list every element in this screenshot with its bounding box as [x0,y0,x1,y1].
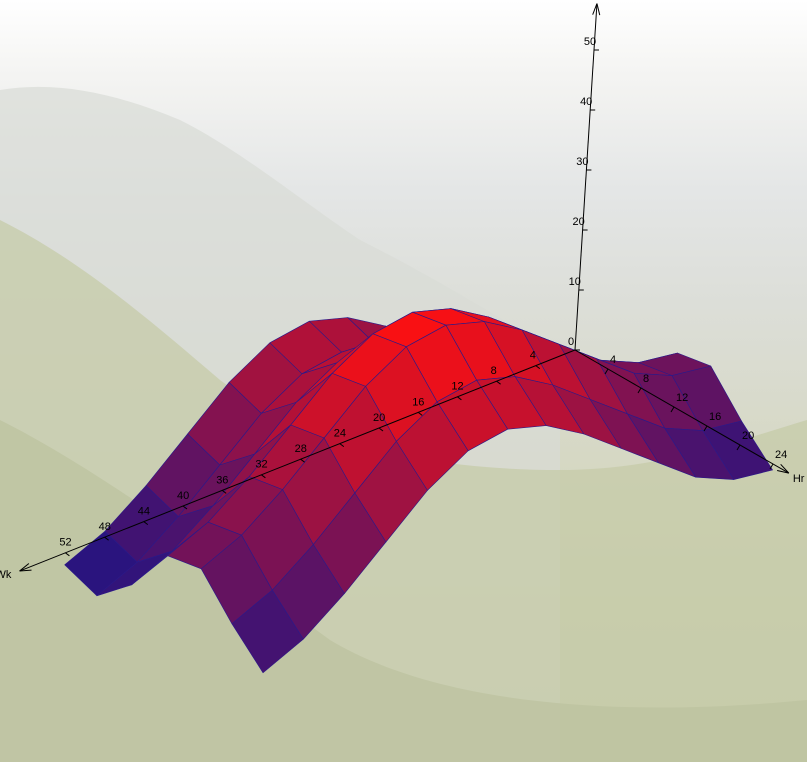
y-axis-label: Wk [0,569,12,581]
y-tick [378,427,384,432]
x-tick-label: 12 [676,392,688,404]
x-tick-label: 4 [610,354,616,366]
y-tick-label: 48 [99,521,111,533]
y-tick-label: 40 [177,490,189,502]
y-tick [339,443,345,448]
y-tick [496,380,501,385]
y-tick [104,536,109,541]
y-axis-head [19,563,30,572]
y-tick-label: 52 [59,537,71,549]
z-tick-label: 20 [572,216,584,228]
x-tick [670,406,675,413]
x-tick [769,463,774,470]
y-tick-label: 32 [255,459,267,471]
y-tick [417,411,423,416]
y-tick [221,489,227,494]
surface-cell [231,589,304,674]
y-tick [457,396,462,401]
y-tick-label: 20 [373,412,385,424]
x-axis [574,349,790,474]
y-axis [19,349,576,572]
y-tick [182,505,188,510]
z-axis-head [596,3,601,16]
x-axis-head [780,463,790,474]
z-tick-label: 10 [569,276,581,288]
x-tick-label: 8 [643,373,649,385]
z-tick-label: 0 [568,336,574,348]
y-tick-label: 28 [295,443,307,455]
y-tick-label: 16 [412,396,424,408]
y-tick [535,365,541,370]
y-axis-head [19,569,32,572]
y-tick [143,521,149,525]
y-tick-label: 8 [491,365,497,377]
y-tick [261,474,266,479]
x-tick-label: 16 [709,411,721,423]
z-tick-label: 40 [580,96,592,108]
y-tick-label: 36 [216,474,228,486]
z-tick-label: 30 [576,156,588,168]
y-tick [300,458,305,463]
x-tick [637,387,642,394]
y-tick-label: 44 [138,506,150,518]
axes: Hr4812162024Wk481216202428323640444852°C… [0,3,805,581]
z-axis-head [592,3,598,15]
y-tick-label: 4 [530,350,536,362]
y-tick-label: 12 [451,381,463,393]
x-tick [703,425,708,432]
y-tick-label: 24 [334,428,346,440]
x-axis-label: Hr [793,473,805,485]
z-axis [574,3,598,351]
x-tick [736,444,741,451]
x-tick [604,368,609,375]
x-axis-head [777,469,789,474]
x-tick-label: 24 [775,449,787,461]
y-tick [65,552,70,557]
surface [64,308,773,674]
z-tick-label: 50 [584,36,596,48]
x-tick-label: 20 [742,430,754,442]
